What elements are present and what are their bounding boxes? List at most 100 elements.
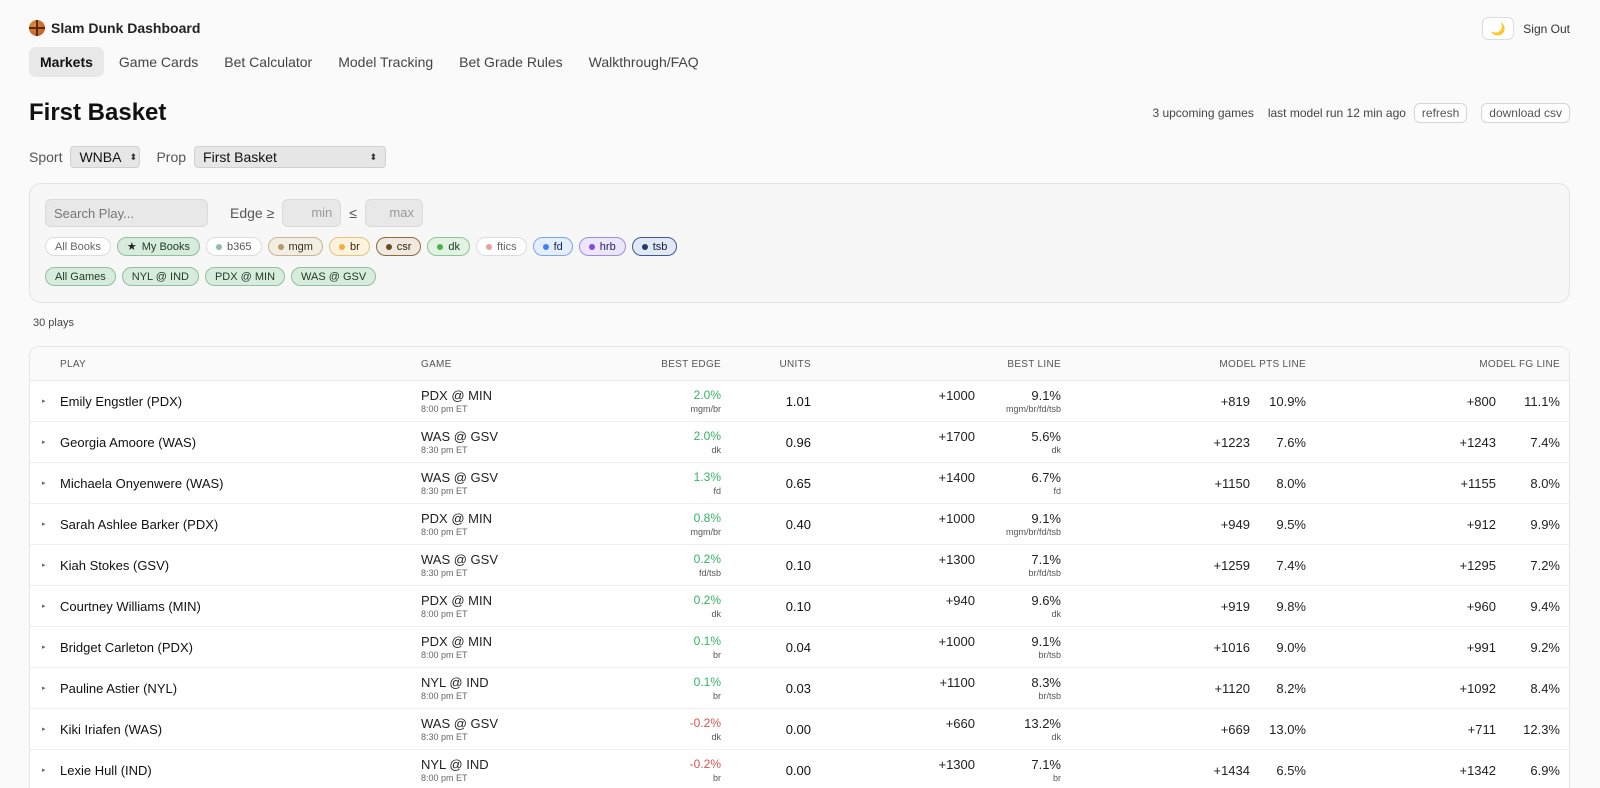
prop-select-value: First Basket: [203, 149, 277, 165]
book-chip-all-books[interactable]: All Books: [45, 237, 111, 256]
refresh-button[interactable]: refresh: [1413, 103, 1468, 123]
theme-toggle-button[interactable]: 🌙: [1482, 17, 1514, 40]
sign-out-link[interactable]: Sign Out: [1523, 22, 1570, 36]
play-name: Pauline Astier (NYL): [60, 681, 178, 696]
expand-caret-icon[interactable]: ▸: [42, 767, 46, 774]
expand-caret-icon[interactable]: ▸: [42, 398, 46, 405]
book-chip-fd[interactable]: fd: [532, 237, 573, 256]
game-cell: PDX @ MIN 8:00 pm ET: [421, 593, 492, 619]
best-line-cell: 5.6% dk: [1031, 429, 1061, 455]
book-chip-br[interactable]: br: [328, 237, 370, 256]
search-input[interactable]: [45, 199, 208, 227]
model-pts-pct: 10.9%: [1269, 394, 1306, 409]
header-game[interactable]: GAME: [421, 359, 452, 370]
download-csv-button[interactable]: download csv: [1481, 103, 1570, 123]
star-icon: ★: [126, 241, 137, 253]
sport-select[interactable]: WNBA ⬍: [70, 146, 141, 168]
book-chip-label: All Books: [55, 240, 101, 253]
units-value: 1.01: [785, 394, 811, 409]
game-chip-pdx-min[interactable]: PDX @ MIN: [204, 267, 286, 286]
table-row[interactable]: ▸ Kiki Iriafen (WAS) WAS @ GSV 8:30 pm ET -0…: [30, 709, 1569, 750]
book-chip-label: b365: [227, 240, 252, 253]
game-time: 8:00 pm ET: [421, 527, 468, 537]
best-line-pct: 9.6%: [1031, 593, 1061, 608]
model-pts-pct: 8.0%: [1276, 476, 1306, 491]
best-line-odds: +1000: [938, 388, 975, 403]
table-row[interactable]: ▸ Lexie Hull (IND) NYL @ IND 8:00 pm ET -0.2…: [30, 750, 1569, 788]
best-line-books: br/tsb: [1038, 650, 1061, 660]
book-chip-ftics[interactable]: ftics: [476, 237, 527, 256]
tab-model-tracking[interactable]: Model Tracking: [338, 54, 434, 70]
book-chip-label: dk: [448, 240, 461, 253]
book-chip-dk[interactable]: dk: [427, 237, 471, 256]
table-row[interactable]: ▸ Sarah Ashlee Barker (PDX) PDX @ MIN 8:00 …: [30, 504, 1569, 545]
prop-select[interactable]: First Basket ⬍: [194, 146, 387, 168]
tab-walkthrough-faq[interactable]: Walkthrough/FAQ: [588, 54, 699, 70]
best-line-cell: 7.1% br/fd/tsb: [1028, 552, 1061, 578]
book-chip-tsb[interactable]: tsb: [631, 237, 678, 256]
expand-caret-icon[interactable]: ▸: [42, 726, 46, 733]
model-fg-odds: +711: [1467, 722, 1496, 737]
game-cell: WAS @ GSV 8:30 pm ET: [421, 552, 498, 578]
header-best-line[interactable]: BEST LINE: [1007, 359, 1061, 370]
table-row[interactable]: ▸ Kiah Stokes (GSV) WAS @ GSV 8:30 pm ET 0.2…: [30, 545, 1569, 586]
best-edge-cell: 2.0% mgm/br: [690, 388, 721, 414]
model-fg-pct: 6.9%: [1530, 763, 1560, 778]
header-model-fg-line[interactable]: MODEL FG LINE: [1479, 359, 1560, 370]
plays-count: 30 plays: [33, 317, 74, 329]
best-edge-value: 2.0%: [693, 388, 721, 402]
header-play[interactable]: PLAY: [60, 359, 87, 370]
table-row[interactable]: ▸ Michaela Onyenwere (WAS) WAS @ GSV 8:30 p…: [30, 463, 1569, 504]
book-chip-my-books[interactable]: ★ My Books: [116, 237, 201, 256]
model-fg-odds: +1243: [1459, 435, 1496, 450]
game-chip-nyl-ind[interactable]: NYL @ IND: [121, 267, 199, 286]
brand[interactable]: Slam Dunk Dashboard: [29, 20, 200, 36]
book-chip-csr[interactable]: csr: [375, 237, 422, 256]
best-edge-value: 0.1%: [693, 675, 721, 689]
table-row[interactable]: ▸ Courtney Williams (MIN) PDX @ MIN 8:00 pm…: [30, 586, 1569, 627]
best-line-cell: 9.1% mgm/br/fd/tsb: [1006, 511, 1061, 537]
game-time: 8:00 pm ET: [421, 404, 468, 414]
expand-caret-icon[interactable]: ▸: [42, 603, 46, 610]
book-chip-mgm[interactable]: mgm: [267, 237, 323, 256]
game-cell: PDX @ MIN 8:00 pm ET: [421, 511, 492, 537]
expand-caret-icon[interactable]: ▸: [42, 480, 46, 487]
play-name: Lexie Hull (IND): [60, 763, 152, 778]
game-chip-was-gsv[interactable]: WAS @ GSV: [291, 267, 377, 286]
le-label: ≤: [349, 205, 357, 221]
game-cell: WAS @ GSV 8:30 pm ET: [421, 716, 498, 742]
expand-caret-icon[interactable]: ▸: [42, 562, 46, 569]
book-color-dot-icon: [641, 243, 648, 250]
expand-caret-icon[interactable]: ▸: [42, 685, 46, 692]
edge-max-input[interactable]: max: [364, 199, 423, 227]
tab-game-cards[interactable]: Game Cards: [118, 54, 199, 70]
table-row[interactable]: ▸ Emily Engstler (PDX) PDX @ MIN 8:00 pm ET…: [30, 381, 1569, 422]
game-chip-all-games[interactable]: All Games: [45, 267, 116, 286]
header-best-edge[interactable]: BEST EDGE: [661, 359, 721, 370]
best-line-odds: +1700: [938, 429, 975, 444]
book-chip-b365[interactable]: b365: [206, 237, 262, 256]
table-row[interactable]: ▸ Pauline Astier (NYL) NYL @ IND 8:00 pm ET…: [30, 668, 1569, 709]
header-units[interactable]: UNITS: [779, 359, 811, 370]
table-row[interactable]: ▸ Georgia Amoore (WAS) WAS @ GSV 8:30 pm ET…: [30, 422, 1569, 463]
book-color-dot-icon: [338, 243, 345, 250]
best-edge-books: br: [712, 691, 721, 701]
model-pts-pct: 7.4%: [1276, 558, 1306, 573]
expand-caret-icon[interactable]: ▸: [42, 644, 46, 651]
game-time: 8:30 pm ET: [421, 486, 468, 496]
tab-markets[interactable]: Markets: [29, 47, 104, 77]
header-model-pts-line[interactable]: MODEL PTS LINE: [1219, 359, 1306, 370]
book-chip-hrb[interactable]: hrb: [578, 237, 626, 256]
best-line-odds: +1300: [938, 552, 975, 567]
tab-bet-calculator[interactable]: Bet Calculator: [224, 54, 313, 70]
best-line-odds: +1000: [938, 511, 975, 526]
edge-min-input[interactable]: min: [282, 199, 342, 227]
table-row[interactable]: ▸ Bridget Carleton (PDX) PDX @ MIN 8:00 pm …: [30, 627, 1569, 668]
best-edge-cell: 2.0% dk: [694, 429, 721, 455]
expand-caret-icon[interactable]: ▸: [42, 439, 46, 446]
units-value: 0.65: [785, 476, 811, 491]
book-chip-label: csr: [396, 240, 412, 253]
tab-bet-grade-rules[interactable]: Bet Grade Rules: [459, 54, 563, 70]
expand-caret-icon[interactable]: ▸: [42, 521, 46, 528]
play-name: Kiah Stokes (GSV): [60, 558, 170, 573]
